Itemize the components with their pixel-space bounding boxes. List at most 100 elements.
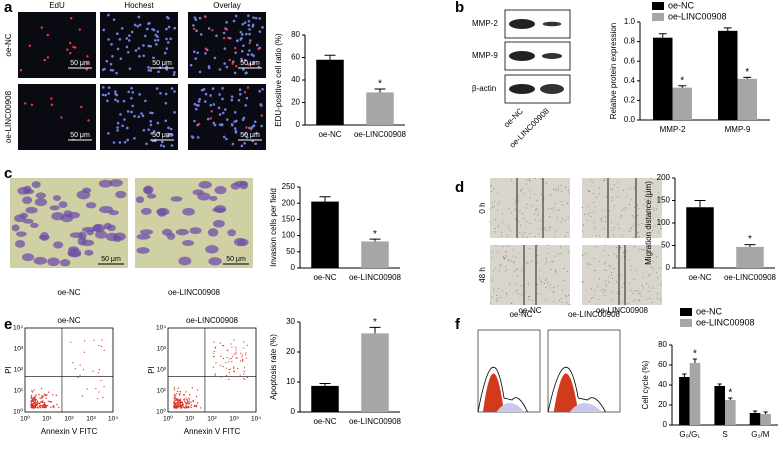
- speck: [556, 189, 558, 191]
- nucleus: [248, 28, 251, 31]
- cell: [207, 228, 219, 237]
- bar: [311, 385, 339, 412]
- error-bar: [319, 196, 331, 202]
- nucleus: [149, 111, 152, 115]
- g1-peak: [553, 373, 579, 412]
- nucleus: [234, 131, 238, 134]
- speck: [639, 299, 641, 301]
- nucleus: [196, 51, 200, 55]
- bar: [311, 201, 339, 268]
- event: [174, 403, 177, 406]
- event: [98, 344, 100, 347]
- event: [179, 398, 182, 400]
- speck: [619, 227, 621, 229]
- cell: [136, 247, 150, 254]
- nucleus: [223, 62, 226, 65]
- nucleus: [164, 101, 168, 105]
- speck: [540, 280, 542, 282]
- speck: [553, 290, 555, 292]
- cell: [213, 219, 225, 228]
- event: [72, 361, 74, 364]
- event: [55, 394, 58, 397]
- nucleus: [234, 51, 237, 55]
- speck: [649, 233, 651, 235]
- speck: [550, 269, 552, 271]
- panel-label: f: [455, 316, 461, 333]
- s-phase: [569, 403, 602, 412]
- speck: [659, 196, 661, 198]
- nucleus: [204, 52, 207, 55]
- speck: [655, 208, 657, 210]
- y-tick-label: 250: [282, 182, 296, 191]
- event: [231, 346, 233, 348]
- speck: [564, 219, 566, 221]
- speck: [644, 190, 646, 192]
- event: [33, 396, 35, 399]
- nucleus: [130, 86, 133, 90]
- speck: [497, 225, 499, 227]
- nucleus: [225, 65, 229, 69]
- speck: [638, 224, 640, 226]
- speck: [659, 220, 661, 222]
- speck: [633, 279, 635, 281]
- speck: [498, 226, 500, 228]
- y-tick-label: 50: [286, 247, 295, 256]
- speck: [603, 178, 605, 180]
- event: [235, 353, 237, 355]
- significance: *: [373, 317, 377, 328]
- speck: [540, 228, 542, 230]
- speck: [540, 293, 542, 295]
- event: [74, 367, 76, 370]
- error-bar: [692, 358, 698, 363]
- speck: [521, 188, 523, 190]
- label: oe-LINC00908: [568, 310, 621, 319]
- tick-label: 10⁴: [156, 325, 166, 332]
- event: [34, 406, 37, 408]
- speck: [508, 259, 510, 261]
- speck: [621, 235, 623, 237]
- event: [49, 400, 51, 403]
- nucleus: [107, 86, 111, 89]
- nucleus: [233, 111, 237, 114]
- speck: [642, 276, 644, 278]
- speck: [592, 192, 594, 194]
- nucleus: [149, 69, 153, 72]
- label: 10²: [64, 416, 74, 423]
- nucleus: [101, 86, 105, 89]
- speck: [647, 259, 649, 261]
- y-tick-label: 0.2: [624, 96, 636, 105]
- event: [195, 404, 198, 406]
- event: [214, 346, 216, 348]
- nucleus: [248, 32, 251, 36]
- speck: [598, 298, 600, 300]
- y-tick-label: 0.0: [624, 115, 636, 124]
- nucleus: [128, 34, 131, 37]
- nucleus: [109, 62, 113, 66]
- event: [33, 389, 35, 391]
- bar: [689, 363, 701, 425]
- speck: [603, 228, 605, 230]
- event: [185, 404, 187, 406]
- label: EdU: [49, 1, 65, 10]
- x-tick-label: oe-LINC00908: [724, 273, 777, 282]
- event: [225, 362, 227, 364]
- significance: *: [373, 229, 377, 240]
- speck: [633, 290, 635, 292]
- speck: [603, 263, 605, 265]
- speck: [539, 220, 541, 222]
- speck: [630, 228, 632, 230]
- speck: [500, 235, 502, 237]
- speck: [634, 246, 636, 248]
- speck: [536, 209, 538, 211]
- nucleus: [143, 34, 147, 38]
- speck: [567, 251, 569, 253]
- event: [181, 402, 184, 405]
- cell: [198, 181, 212, 189]
- event: [79, 364, 81, 366]
- nucleus: [157, 131, 161, 135]
- speck: [658, 192, 660, 194]
- speck: [517, 200, 519, 202]
- event: [182, 404, 184, 407]
- nucleus: [159, 91, 162, 95]
- nucleus: [240, 49, 244, 53]
